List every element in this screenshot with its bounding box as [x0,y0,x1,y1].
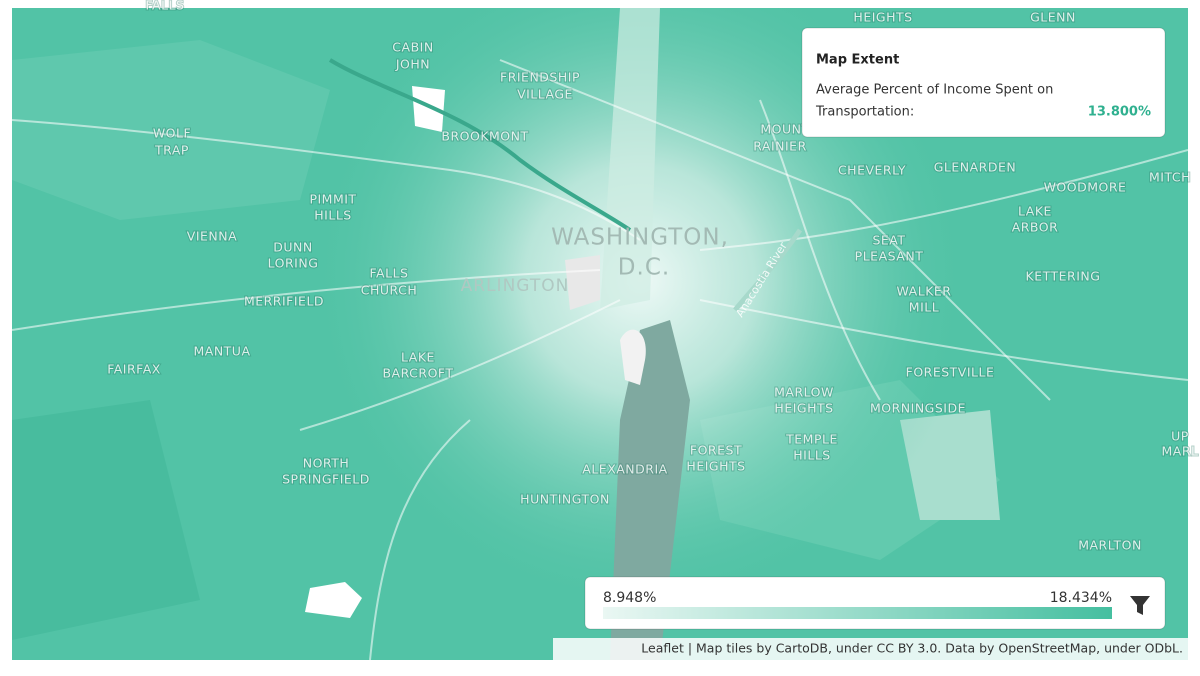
attribution-text[interactable]: Leaflet | Map tiles by CartoDB, under CC… [641,641,1183,656]
place-label: MILL [909,300,939,315]
place-label: LORING [268,256,319,271]
place-label: HILLS [793,448,830,463]
city-label: WASHINGTON, [551,225,729,251]
place-labels: FALLS CABIN JOHN FRIENDSHIP VILLAGE HEIG… [106,0,1199,554]
filter-button[interactable] [1130,596,1150,615]
place-label: DUNN [273,240,312,255]
place-label: PLEASANT [855,249,924,264]
place-label: MANTUA [193,344,250,359]
info-box: Map Extent Average Percent of Income Spe… [801,27,1166,138]
place-label: CABIN [392,40,433,55]
place-label: FALLS [146,0,185,13]
place-label: TEMPLE [785,432,838,447]
place-label: SPRINGFIELD [282,472,370,487]
city-label: D.C. [618,255,670,281]
place-label: VIENNA [187,229,237,244]
place-label: CHEVERLY [838,163,906,178]
place-label: FORESTVILLE [906,365,995,380]
place-label: KETTERING [1026,269,1101,284]
place-label: CHURCH [361,283,417,298]
place-label: WALKER [897,284,952,299]
place-label: PIMMIT [309,192,356,207]
place-label: MARL [1162,444,1199,459]
place-label: NORTH [303,456,350,471]
legend-gradient [603,607,1112,619]
place-label: SEAT [872,233,905,248]
place-label: ARBOR [1012,220,1059,235]
place-label: FRIENDSHIP [500,70,580,85]
place-label: FAIRFAX [107,362,161,377]
place-label: LAKE [1018,204,1052,219]
legend-max: 18.434% [1050,590,1112,606]
place-label: HEIGHTS [774,401,833,416]
legend: 8.948% 18.434% [584,576,1166,630]
info-label: Average Percent of Income Spent on [816,83,1053,98]
place-label: UP [1171,429,1189,444]
place-label: BROOKMONT [441,129,528,144]
place-label: GLENN [1030,10,1076,25]
place-label: MOUNT [760,122,809,137]
place-label: BARCROFT [382,366,453,381]
attribution: Leaflet | Map tiles by CartoDB, under CC… [553,638,1188,660]
place-label: MORNINGSIDE [870,401,966,416]
place-label: MERRIFIELD [244,294,324,309]
place-label: FOREST [690,443,742,458]
place-label: HUNTINGTON [520,492,610,507]
place-label: RAINIER [753,139,807,154]
info-value: 13.800% [1088,105,1151,120]
place-label: JOHN [395,57,430,72]
place-label: LAKE [401,350,435,365]
place-label: MARLOW [774,385,834,400]
place-label: MARLTON [1078,538,1142,553]
place-label: MITCH [1149,170,1191,185]
place-label: HEIGHTS [686,459,745,474]
place-label: FALLS [370,266,409,281]
place-label: HEIGHTS [853,10,912,25]
info-label: Transportation: [815,105,914,120]
place-label: HILLS [314,208,351,223]
place-label: GLENARDEN [934,160,1017,175]
info-title: Map Extent [816,53,899,68]
place-label: ALEXANDRIA [582,462,667,477]
legend-min: 8.948% [603,590,656,606]
place-label: WOLF [153,126,191,141]
arlington-label: ARLINGTON [461,276,570,296]
place-label: VILLAGE [517,87,573,102]
place-label: WOODMORE [1044,180,1127,195]
place-label: TRAP [154,143,189,158]
